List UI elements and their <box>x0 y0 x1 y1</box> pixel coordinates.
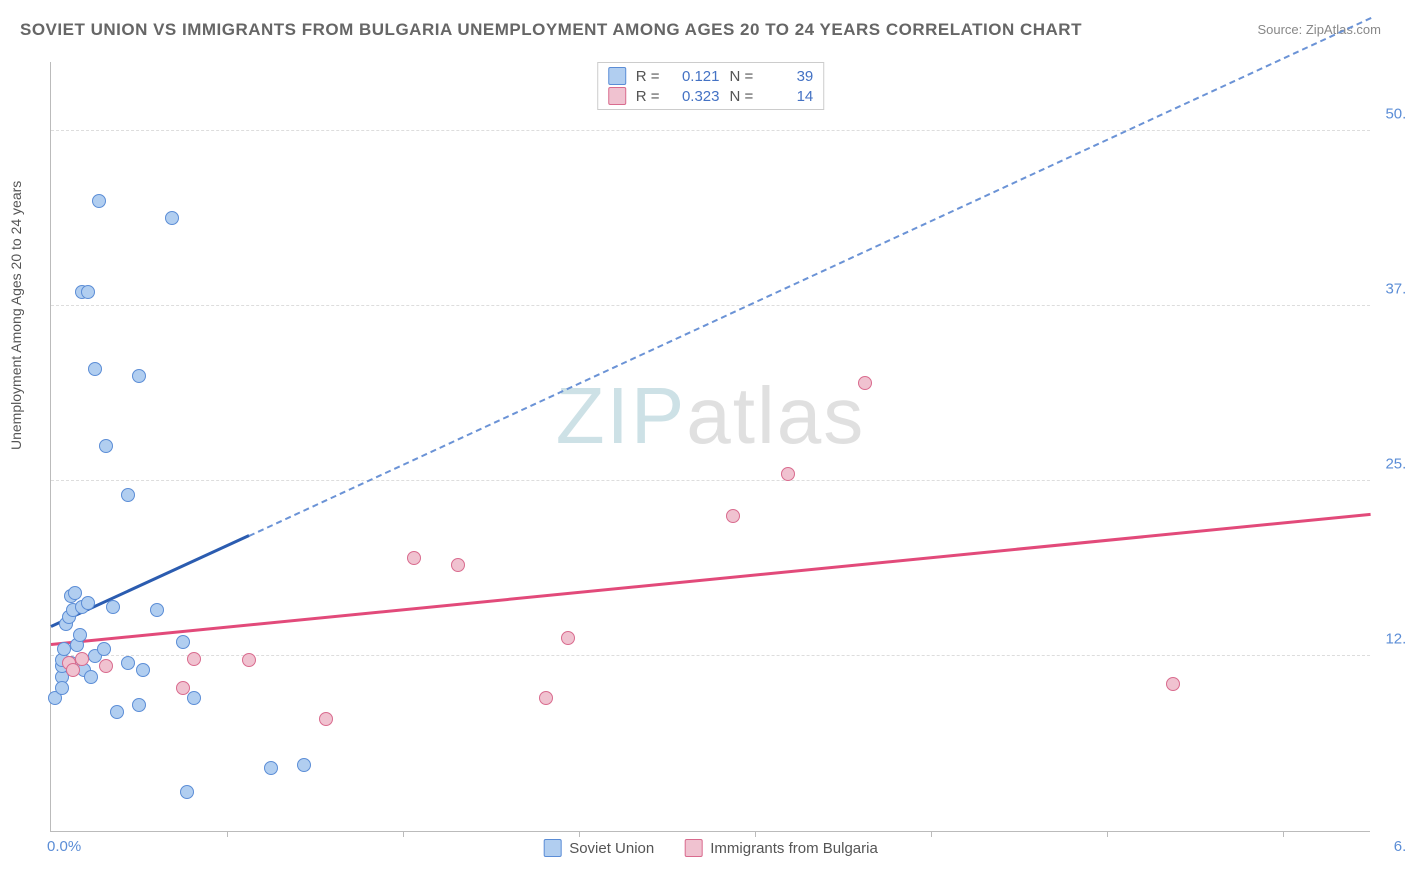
legend-item-soviet: Soviet Union <box>543 839 654 857</box>
correlation-legend: R = 0.121 N = 39 R = 0.323 N = 14 <box>597 62 825 110</box>
n-value-bulgaria: 14 <box>763 88 813 105</box>
watermark-part2: atlas <box>686 371 865 460</box>
data-point-soviet <box>97 642 111 656</box>
legend-row-bulgaria: R = 0.323 N = 14 <box>608 87 814 105</box>
data-point-bulgaria <box>451 558 465 572</box>
data-point-bulgaria <box>539 691 553 705</box>
x-axis-tick-mark <box>1107 831 1108 837</box>
n-label: N = <box>730 88 754 105</box>
x-axis-tick-mark <box>1283 831 1284 837</box>
x-axis-max-tick: 6.0% <box>1394 838 1406 855</box>
legend-item-bulgaria: Immigrants from Bulgaria <box>684 839 878 857</box>
x-axis-tick-mark <box>227 831 228 837</box>
gridline-h <box>51 305 1370 306</box>
data-point-soviet <box>99 439 113 453</box>
data-point-soviet <box>55 681 69 695</box>
data-point-soviet <box>165 211 179 225</box>
data-point-bulgaria <box>319 712 333 726</box>
scatter-plot: ZIPatlas R = 0.121 N = 39 R = 0.323 N = … <box>50 62 1370 832</box>
data-point-soviet <box>92 194 106 208</box>
gridline-h <box>51 130 1370 131</box>
data-point-soviet <box>68 586 82 600</box>
n-value-soviet: 39 <box>763 68 813 85</box>
r-label: R = <box>636 88 660 105</box>
trend-line <box>51 513 1371 646</box>
data-point-soviet <box>264 761 278 775</box>
data-point-soviet <box>110 705 124 719</box>
data-point-soviet <box>73 628 87 642</box>
swatch-soviet <box>608 67 626 85</box>
x-axis-tick-mark <box>579 831 580 837</box>
data-point-soviet <box>297 758 311 772</box>
y-axis-tick: 25.0% <box>1385 456 1406 473</box>
data-point-bulgaria <box>176 681 190 695</box>
y-axis-tick: 50.0% <box>1385 106 1406 123</box>
data-point-soviet <box>121 656 135 670</box>
data-point-bulgaria <box>242 653 256 667</box>
data-point-soviet <box>180 785 194 799</box>
series-name-soviet: Soviet Union <box>569 840 654 857</box>
data-point-soviet <box>57 642 71 656</box>
swatch-bulgaria <box>684 839 702 857</box>
data-point-soviet <box>84 670 98 684</box>
data-point-soviet <box>132 369 146 383</box>
data-point-bulgaria <box>187 652 201 666</box>
data-point-soviet <box>88 362 102 376</box>
r-label: R = <box>636 68 660 85</box>
data-point-soviet <box>121 488 135 502</box>
source-attribution: Source: ZipAtlas.com <box>1257 22 1381 37</box>
data-point-soviet <box>81 596 95 610</box>
chart-title: SOVIET UNION VS IMMIGRANTS FROM BULGARIA… <box>20 20 1082 40</box>
y-axis-label: Unemployment Among Ages 20 to 24 years <box>8 181 24 450</box>
r-value-soviet: 0.121 <box>670 68 720 85</box>
data-point-bulgaria <box>561 631 575 645</box>
data-point-soviet <box>81 285 95 299</box>
y-axis-tick: 12.5% <box>1385 631 1406 648</box>
x-axis-tick-mark <box>931 831 932 837</box>
data-point-bulgaria <box>1166 677 1180 691</box>
data-point-bulgaria <box>75 652 89 666</box>
data-point-soviet <box>176 635 190 649</box>
n-label: N = <box>730 68 754 85</box>
r-value-bulgaria: 0.323 <box>670 88 720 105</box>
series-legend: Soviet Union Immigrants from Bulgaria <box>543 839 878 857</box>
series-name-bulgaria: Immigrants from Bulgaria <box>710 840 878 857</box>
x-axis-tick-mark <box>403 831 404 837</box>
data-point-soviet <box>106 600 120 614</box>
data-point-soviet <box>136 663 150 677</box>
x-axis-tick-mark <box>755 831 756 837</box>
swatch-soviet <box>543 839 561 857</box>
data-point-bulgaria <box>99 659 113 673</box>
data-point-bulgaria <box>858 376 872 390</box>
source-prefix: Source: <box>1257 22 1305 37</box>
data-point-soviet <box>132 698 146 712</box>
gridline-h <box>51 480 1370 481</box>
data-point-bulgaria <box>726 509 740 523</box>
data-point-soviet <box>150 603 164 617</box>
data-point-bulgaria <box>407 551 421 565</box>
data-point-soviet <box>187 691 201 705</box>
data-point-bulgaria <box>781 467 795 481</box>
watermark: ZIPatlas <box>556 370 865 462</box>
y-axis-tick: 37.5% <box>1385 281 1406 298</box>
legend-row-soviet: R = 0.121 N = 39 <box>608 67 814 85</box>
x-axis-origin-tick: 0.0% <box>47 838 81 855</box>
swatch-bulgaria <box>608 87 626 105</box>
